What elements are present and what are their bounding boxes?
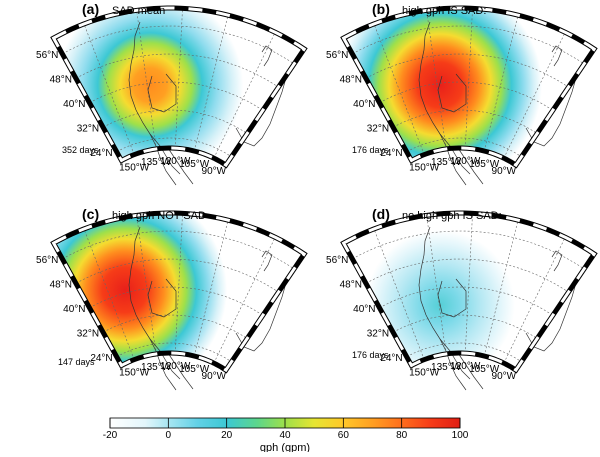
lon-label: 105°W xyxy=(179,364,210,375)
map-border-dash xyxy=(341,211,597,373)
lon-label: 90°W xyxy=(202,166,227,177)
panel-title: high gph NOT SAD xyxy=(112,210,206,222)
lon-label: 120°W xyxy=(160,156,191,167)
colorbar-tick-label: -20 xyxy=(103,430,118,441)
map-panel-1: 56°N 48°N 40°N 32°N 24°N 150°W135°W120°W105°W… xyxy=(326,1,598,186)
lat-label: 24°N xyxy=(380,353,402,364)
panel-title: no high gph IS SAD: xyxy=(402,210,502,222)
lon-label: 135°W xyxy=(141,362,172,373)
map-border-dash xyxy=(51,6,307,168)
lon-label: 90°W xyxy=(202,371,227,382)
lon-label: 90°W xyxy=(492,166,517,177)
graticule xyxy=(62,8,295,159)
panel-title: high gph IS SAD: xyxy=(402,5,486,17)
lat-label: 48°N xyxy=(340,279,362,290)
graticule xyxy=(352,8,585,159)
gph-heatmap xyxy=(343,8,590,166)
lat-label: 56°N xyxy=(326,50,348,61)
colorbar-tick-label: 100 xyxy=(452,430,469,441)
lon-label: 120°W xyxy=(160,361,191,372)
lon-label: 90°W xyxy=(492,371,517,382)
coastline xyxy=(418,226,577,391)
colorbar-tick-label: 40 xyxy=(279,430,291,441)
lat-label: 32°N xyxy=(367,123,389,134)
map-panel-3: 56°N 48°N 40°N 32°N 24°N 150°W135°W120°W105°W… xyxy=(326,206,598,391)
coastline xyxy=(128,21,287,186)
lat-label: 48°N xyxy=(340,74,362,85)
map-border-dash xyxy=(51,211,307,373)
day-count: 147 days xyxy=(58,357,95,367)
lat-label: 32°N xyxy=(77,328,99,339)
lat-label: 32°N xyxy=(367,328,389,339)
lat-label: 32°N xyxy=(77,123,99,134)
map-border-dash xyxy=(341,6,597,168)
day-count: 176 days xyxy=(352,350,389,360)
lon-label: 150°W xyxy=(119,368,150,379)
panel-letter: (c) xyxy=(82,206,99,222)
colorbar: -20 0 20 40 60 80 100 gph (gpm) xyxy=(103,417,469,454)
lon-label: 150°W xyxy=(119,163,150,174)
lon-label: 105°W xyxy=(179,159,210,170)
lat-label: 48°N xyxy=(50,279,72,290)
lon-label: 105°W xyxy=(469,364,500,375)
lat-label: 40°N xyxy=(63,304,85,315)
panel-letter: (d) xyxy=(372,206,390,222)
lat-label: 40°N xyxy=(353,99,375,110)
colorbar-label: gph (gpm) xyxy=(260,442,310,452)
colorbar-tick-label: 60 xyxy=(338,430,350,441)
lon-label: 150°W xyxy=(409,368,440,379)
lat-label: 48°N xyxy=(50,74,72,85)
lat-label: 24°N xyxy=(90,353,112,364)
lon-label: 120°W xyxy=(450,361,481,372)
map-panel-2: 56°N 48°N 40°N 32°N 24°N 150°W135°W120°W105°W… xyxy=(36,206,308,391)
panel-title: SAD mean xyxy=(112,5,165,17)
day-count: 352 days xyxy=(62,145,99,155)
colorbar-tick-label: 80 xyxy=(396,430,408,441)
coastline xyxy=(418,21,577,186)
lon-label: 120°W xyxy=(450,156,481,167)
map-panel-0: 56°N 48°N 40°N 32°N 24°N 150°W135°W120°W105°W… xyxy=(36,1,308,186)
lon-label: 105°W xyxy=(469,159,500,170)
lat-label: 56°N xyxy=(326,255,348,266)
colorbar-tick-label: 0 xyxy=(166,430,172,441)
lon-label: 135°W xyxy=(431,362,462,373)
lat-label: 56°N xyxy=(36,255,58,266)
lon-label: 150°W xyxy=(409,163,440,174)
day-count: 176 days xyxy=(352,145,389,155)
lat-label: 40°N xyxy=(63,99,85,110)
gph-heatmap xyxy=(343,213,590,371)
gph-heatmap xyxy=(53,213,300,371)
graticule xyxy=(352,213,585,364)
lon-label: 135°W xyxy=(431,157,462,168)
panel-letter: (b) xyxy=(372,1,390,17)
lat-label: 24°N xyxy=(380,148,402,159)
lon-label: 135°W xyxy=(141,157,172,168)
gph-heatmap xyxy=(53,8,300,166)
colorbar-tick-label: 20 xyxy=(221,430,233,441)
panel-letter: (a) xyxy=(82,1,99,17)
lat-label: 56°N xyxy=(36,50,58,61)
lat-label: 40°N xyxy=(353,304,375,315)
lat-label: 24°N xyxy=(90,148,112,159)
coastline xyxy=(128,226,287,391)
